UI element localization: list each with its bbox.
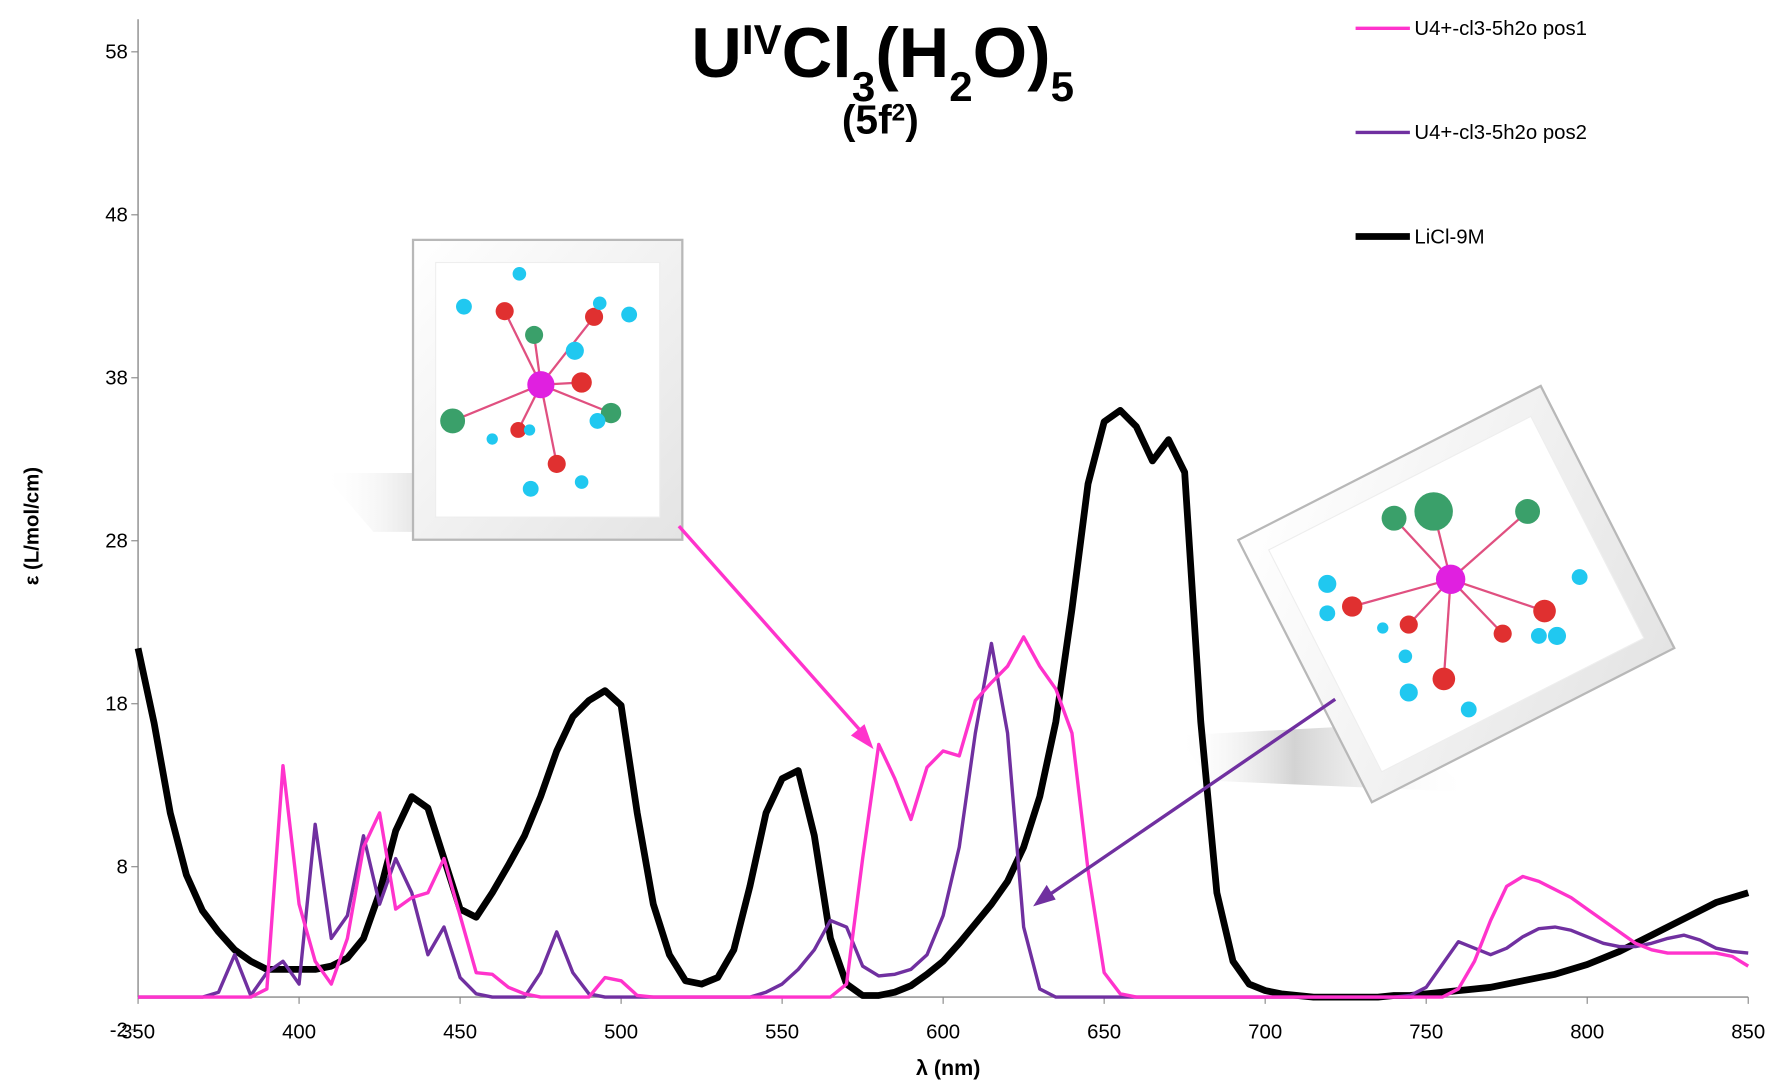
title-sub: 3 bbox=[852, 62, 875, 109]
x-tick-label: 700 bbox=[1248, 1022, 1282, 1044]
arrow bbox=[677, 525, 869, 739]
arrowhead bbox=[850, 724, 874, 750]
x-tick-label: 400 bbox=[282, 1022, 316, 1044]
molecule-image bbox=[1236, 384, 1676, 804]
title-part: (H bbox=[875, 13, 949, 92]
axes: -2 8 18 28 38 48 58 350 400 450 500 550 600 650 700 750… bbox=[105, 19, 1765, 1044]
legend-label: LiCl-9M bbox=[1414, 226, 1484, 248]
title-part: ) bbox=[905, 97, 919, 143]
y-tick-label: 38 bbox=[105, 368, 128, 390]
legend: U4+-cl3-5h2o pos1 U4+-cl3-5h2o pos2 LiCl-9… bbox=[1355, 18, 1587, 248]
legend-label: U4+-cl3-5h2o pos1 bbox=[1414, 18, 1587, 40]
x-tick-label: 550 bbox=[765, 1022, 799, 1044]
y-tick-label: 18 bbox=[105, 694, 128, 716]
series-line bbox=[134, 406, 1750, 1001]
arrow bbox=[1044, 697, 1337, 899]
plot-area bbox=[134, 406, 1750, 1001]
y-tick-label: 8 bbox=[117, 856, 128, 878]
title-part: (5f bbox=[842, 97, 892, 143]
title-part: U bbox=[691, 13, 742, 92]
x-tick-label: 850 bbox=[1731, 1022, 1765, 1044]
y-tick-label: 48 bbox=[105, 205, 128, 227]
arrows bbox=[677, 525, 1337, 907]
x-tick-label: 650 bbox=[1087, 1022, 1121, 1044]
chart-title: UIVCl3(H2O)5 bbox=[691, 13, 1074, 110]
title-sup: 2 bbox=[892, 99, 906, 126]
x-tick-label: 350 bbox=[121, 1022, 155, 1044]
molecule-insets bbox=[322, 238, 1676, 804]
chart-subtitle: (5f2) bbox=[842, 97, 919, 143]
y-tick-label: -2 bbox=[110, 1019, 128, 1041]
x-tick-label: 750 bbox=[1409, 1022, 1443, 1044]
title-part: Cl bbox=[782, 13, 852, 92]
y-tick-label: 58 bbox=[105, 42, 128, 64]
title-part: O) bbox=[973, 13, 1051, 92]
x-tick-label: 450 bbox=[443, 1022, 477, 1044]
molecule-atoms bbox=[1318, 492, 1588, 718]
y-tick-label: 28 bbox=[105, 531, 128, 553]
title-sub: 2 bbox=[949, 62, 972, 109]
x-axis-label: λ (nm) bbox=[916, 1056, 980, 1080]
y-axis-label: ε (L/mol/cm) bbox=[21, 467, 43, 585]
molecule-image bbox=[411, 238, 684, 541]
x-tick-label: 600 bbox=[926, 1022, 960, 1044]
x-tick-label: 500 bbox=[604, 1022, 638, 1044]
x-tick-label: 800 bbox=[1570, 1022, 1604, 1044]
title-sup: IV bbox=[742, 15, 782, 62]
arrowhead bbox=[1033, 884, 1056, 907]
title-sub: 5 bbox=[1051, 62, 1074, 109]
series-line bbox=[138, 635, 1750, 999]
legend-label: U4+-cl3-5h2o pos2 bbox=[1414, 122, 1587, 144]
